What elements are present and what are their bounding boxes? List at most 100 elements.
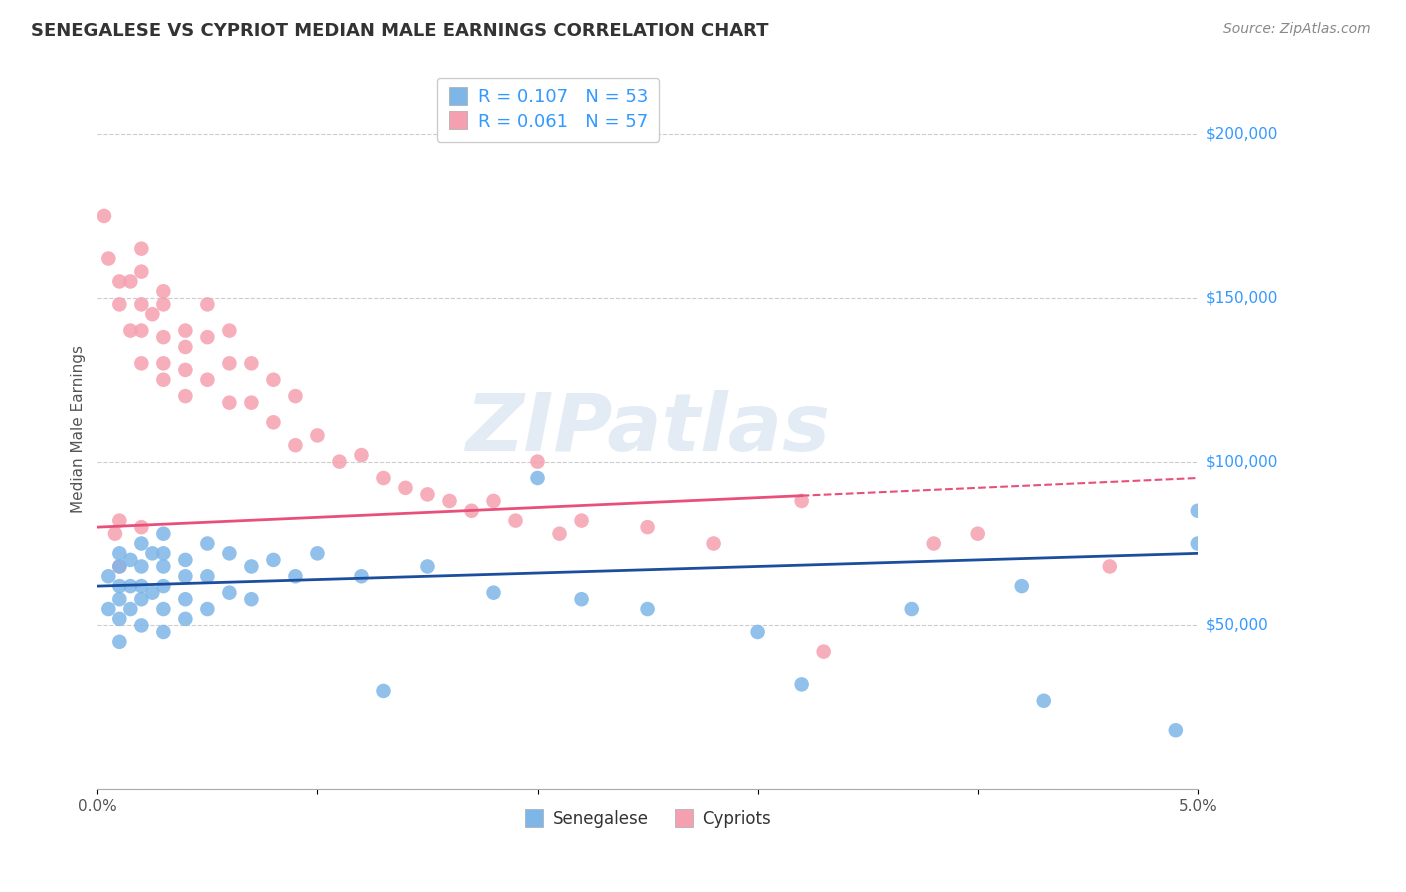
Point: [307, 428, 329, 442]
Point: [174, 363, 197, 377]
Point: [548, 526, 571, 541]
Point: [152, 546, 174, 560]
Point: [197, 373, 219, 387]
Point: [108, 635, 131, 649]
Point: [966, 526, 988, 541]
Point: [174, 340, 197, 354]
Point: [262, 373, 284, 387]
Point: [131, 520, 153, 534]
Text: $150,000: $150,000: [1206, 290, 1278, 305]
Point: [141, 546, 163, 560]
Point: [284, 438, 307, 452]
Point: [108, 612, 131, 626]
Text: ZIPatlas: ZIPatlas: [465, 390, 830, 468]
Point: [131, 536, 153, 550]
Point: [307, 546, 329, 560]
Point: [240, 395, 263, 409]
Point: [108, 592, 131, 607]
Point: [152, 330, 174, 344]
Point: [416, 559, 439, 574]
Point: [197, 297, 219, 311]
Point: [197, 536, 219, 550]
Point: [328, 455, 350, 469]
Point: [131, 324, 153, 338]
Point: [97, 602, 120, 616]
Point: [97, 569, 120, 583]
Point: [174, 553, 197, 567]
Text: $200,000: $200,000: [1206, 127, 1278, 142]
Point: [1032, 694, 1054, 708]
Point: [373, 471, 395, 485]
Point: [131, 297, 153, 311]
Point: [526, 471, 548, 485]
Point: [93, 209, 115, 223]
Point: [108, 579, 131, 593]
Point: [197, 330, 219, 344]
Point: [416, 487, 439, 501]
Point: [131, 242, 153, 256]
Point: [197, 569, 219, 583]
Text: $50,000: $50,000: [1206, 618, 1268, 633]
Point: [284, 569, 307, 583]
Point: [482, 585, 505, 599]
Point: [218, 356, 240, 370]
Point: [262, 553, 284, 567]
Point: [218, 324, 240, 338]
Point: [131, 559, 153, 574]
Point: [131, 265, 153, 279]
Point: [97, 252, 120, 266]
Point: [131, 356, 153, 370]
Point: [152, 285, 174, 299]
Point: [152, 579, 174, 593]
Point: [262, 415, 284, 429]
Point: [284, 389, 307, 403]
Point: [240, 559, 263, 574]
Point: [394, 481, 416, 495]
Point: [197, 602, 219, 616]
Point: [1164, 723, 1187, 738]
Point: [131, 618, 153, 632]
Point: [350, 448, 373, 462]
Point: [240, 356, 263, 370]
Point: [152, 624, 174, 639]
Point: [703, 536, 725, 550]
Point: [571, 514, 593, 528]
Point: [152, 602, 174, 616]
Point: [108, 559, 131, 574]
Point: [174, 592, 197, 607]
Point: [1187, 536, 1209, 550]
Point: [460, 504, 482, 518]
Point: [141, 307, 163, 321]
Point: [120, 275, 142, 289]
Point: [152, 526, 174, 541]
Point: [141, 585, 163, 599]
Point: [505, 514, 527, 528]
Text: $100,000: $100,000: [1206, 454, 1278, 469]
Point: [373, 684, 395, 698]
Text: SENEGALESE VS CYPRIOT MEDIAN MALE EARNINGS CORRELATION CHART: SENEGALESE VS CYPRIOT MEDIAN MALE EARNIN…: [31, 22, 769, 40]
Point: [218, 546, 240, 560]
Point: [120, 324, 142, 338]
Point: [108, 297, 131, 311]
Point: [152, 559, 174, 574]
Point: [218, 585, 240, 599]
Point: [174, 612, 197, 626]
Point: [120, 602, 142, 616]
Point: [813, 645, 835, 659]
Point: [108, 514, 131, 528]
Y-axis label: Median Male Earnings: Median Male Earnings: [72, 345, 86, 513]
Point: [152, 297, 174, 311]
Point: [174, 389, 197, 403]
Point: [439, 494, 461, 508]
Point: [131, 592, 153, 607]
Legend: Senegalese, Cypriots: Senegalese, Cypriots: [517, 804, 778, 835]
Point: [1011, 579, 1033, 593]
Text: Source: ZipAtlas.com: Source: ZipAtlas.com: [1223, 22, 1371, 37]
Point: [108, 559, 131, 574]
Point: [350, 569, 373, 583]
Point: [747, 624, 769, 639]
Point: [152, 373, 174, 387]
Point: [108, 275, 131, 289]
Point: [131, 579, 153, 593]
Point: [108, 546, 131, 560]
